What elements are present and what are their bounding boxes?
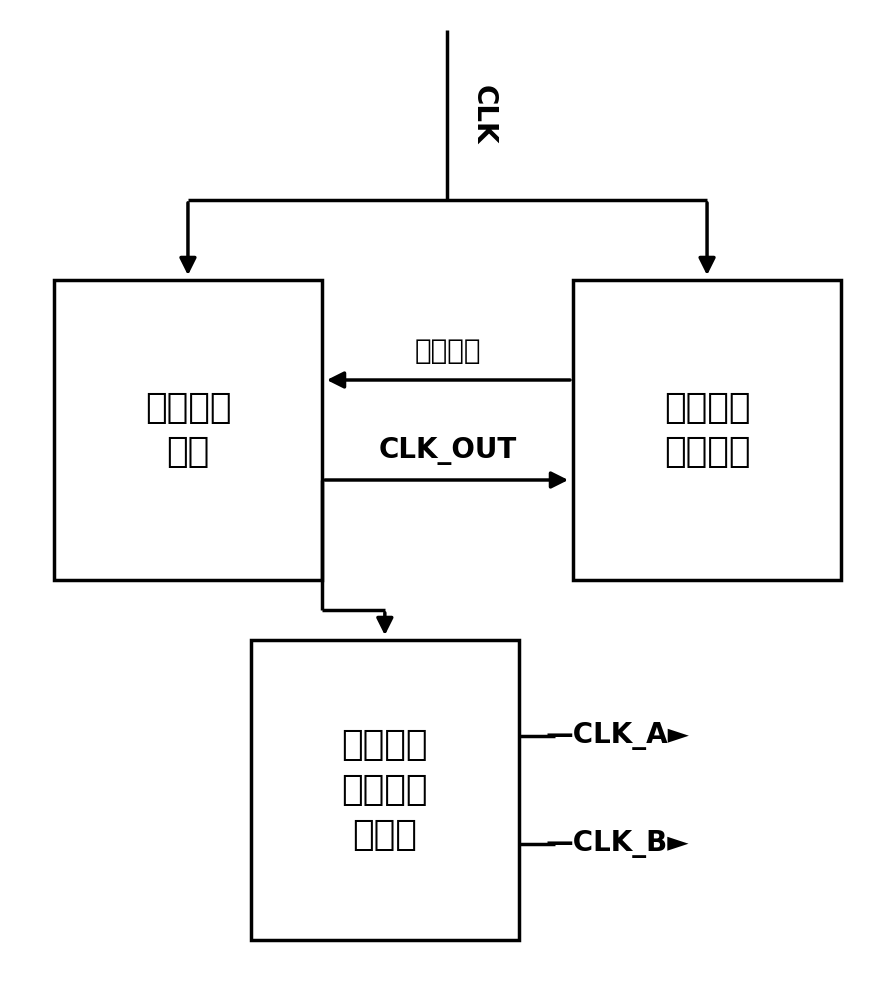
Text: —CLK_A►: —CLK_A► (545, 722, 689, 750)
Text: 两相不交
叠时钒产
生电路: 两相不交 叠时钒产 生电路 (342, 728, 427, 852)
Text: —CLK_B►: —CLK_B► (545, 830, 688, 858)
Text: CLK: CLK (469, 85, 497, 145)
Text: 时钒稳定
环路: 时钒稳定 环路 (145, 391, 231, 469)
Text: 反馈信号
产生电路: 反馈信号 产生电路 (663, 391, 749, 469)
Bar (250, 640, 519, 940)
Bar (54, 280, 322, 580)
Text: CLK_OUT: CLK_OUT (378, 437, 516, 465)
Text: 反馈信号: 反馈信号 (414, 337, 480, 365)
Bar (572, 280, 840, 580)
